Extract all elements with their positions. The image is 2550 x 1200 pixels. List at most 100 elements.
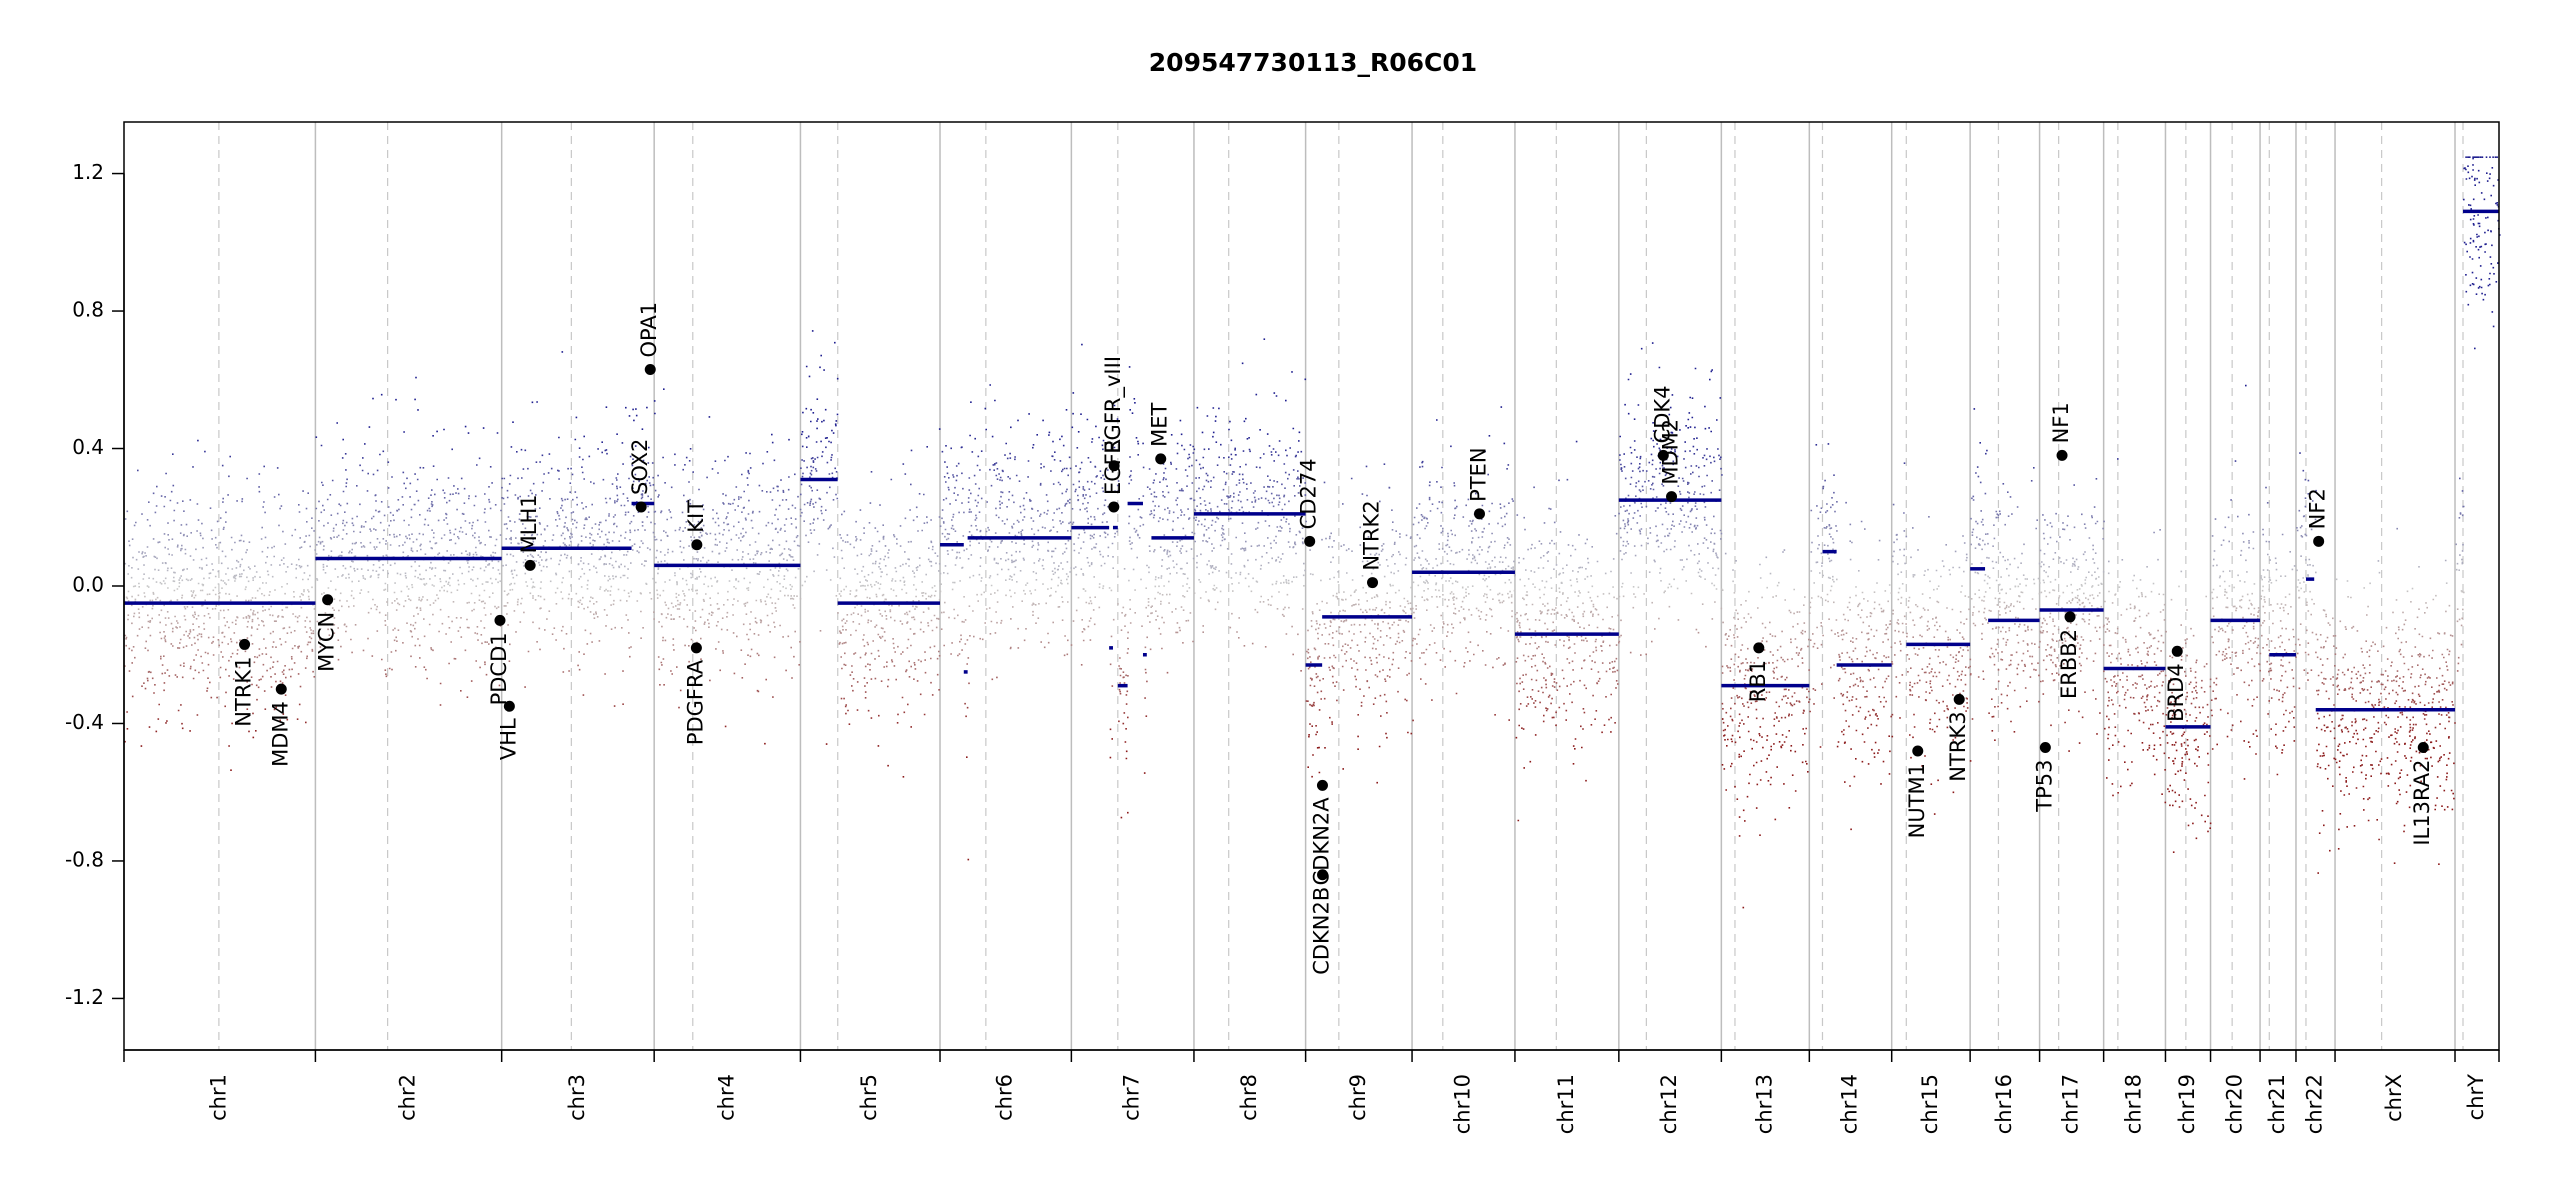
probe-points [179, 531, 2155, 535]
probe-points [246, 576, 2266, 579]
probe-points [256, 698, 2444, 701]
chromosome-label: chr13 [1752, 1074, 1776, 1134]
probe-points [181, 676, 2422, 679]
chromosome-label: chr14 [1838, 1074, 1862, 1134]
probe-points [305, 721, 2357, 724]
gene-point [1367, 577, 1379, 589]
probe-points [160, 582, 2256, 586]
probe-points [197, 439, 1666, 442]
probe-points [180, 574, 2309, 577]
probe-points [622, 463, 1674, 466]
probe-points [158, 541, 1895, 544]
probe-points [196, 503, 1828, 505]
probe-points [200, 635, 2424, 638]
chromosome-label: chr7 [1120, 1074, 1144, 1121]
probe-points [1313, 701, 2434, 704]
probe-points [346, 502, 1697, 505]
probe-points [143, 591, 2143, 594]
probe-points [252, 610, 2310, 612]
probe-points [180, 549, 2042, 552]
gene-point [2039, 742, 2051, 754]
probe-points [621, 442, 1981, 445]
probe-points [137, 568, 1514, 570]
chromosome-label: chr4 [714, 1074, 738, 1121]
chromosome-label: chr22 [2303, 1074, 2327, 1134]
probe-points [484, 663, 2271, 666]
chromosome-label: chr11 [1554, 1074, 1578, 1134]
gene-point [2056, 449, 2068, 461]
probe-points [439, 682, 2454, 685]
gene-label: BRD4 [2164, 663, 2188, 722]
probe-points [387, 461, 1712, 464]
probe-points [336, 156, 2501, 434]
gene-point [1304, 535, 1316, 547]
gene-label: MYCN [315, 612, 339, 672]
probe-points [189, 629, 2308, 632]
probe-points [228, 659, 2224, 662]
probe-points [126, 727, 2396, 731]
probe-points [224, 624, 2246, 627]
gene-label: KIT [684, 500, 708, 533]
probe-points [155, 730, 2411, 733]
probe-points [244, 650, 2451, 653]
probe-points [164, 495, 2012, 499]
probe-points [192, 465, 1979, 469]
data-points [124, 156, 2501, 909]
probe-points [131, 604, 2451, 607]
chromosome-separators [314, 122, 2456, 1050]
chromosome-label: chr21 [2265, 1074, 2289, 1134]
probe-points [1417, 584, 1420, 587]
probe-points [124, 664, 2448, 668]
probe-points [131, 662, 2460, 665]
probe-points [276, 660, 2095, 663]
probe-points [346, 478, 1167, 481]
probe-points [345, 484, 1706, 488]
probe-points [161, 561, 2278, 565]
probe-points [627, 511, 1250, 513]
probe-points [302, 489, 2464, 492]
probe-points [127, 614, 2368, 617]
probe-points [1752, 739, 2296, 742]
gene-point [1108, 460, 1120, 472]
chromosome-label: chr8 [1237, 1074, 1261, 1121]
probe-points [145, 640, 1768, 643]
probe-points [345, 468, 1623, 471]
probe-points [356, 515, 2306, 518]
probe-points [160, 495, 1975, 498]
probe-points [824, 437, 1698, 440]
probe-points [147, 620, 2459, 623]
probe-points [124, 740, 2455, 909]
gene-label: IL13RA2 [2410, 760, 2434, 846]
gene-point [1953, 693, 1965, 705]
probe-points [206, 689, 2440, 692]
probe-points [387, 487, 1391, 490]
probe-points [182, 646, 2417, 649]
probe-points [320, 444, 1271, 447]
probe-points [142, 578, 2338, 581]
probe-points [670, 516, 1998, 519]
probe-points [275, 706, 2447, 709]
probe-points [168, 553, 2461, 556]
chromosome-label: chr6 [993, 1074, 1017, 1121]
probe-points [1724, 728, 2365, 731]
probe-points [137, 469, 2305, 472]
gene-label: MET [1148, 402, 1172, 446]
probe-points [351, 560, 2110, 563]
probe-points [130, 576, 2304, 579]
probe-points [180, 523, 2086, 526]
probe-points [215, 543, 2223, 546]
probe-points [1111, 737, 2397, 740]
probe-points [501, 486, 2267, 489]
probe-points [203, 614, 2259, 617]
probe-points [202, 537, 2091, 540]
gene-point [494, 614, 506, 626]
probe-points [170, 643, 2029, 645]
probe-points [181, 726, 2447, 730]
probe-points [152, 492, 2310, 495]
chromosome-label: chr17 [2059, 1074, 2083, 1134]
probe-points [170, 490, 2317, 493]
probe-points [163, 655, 2413, 658]
probe-points [126, 597, 2214, 600]
probe-points [125, 637, 2432, 640]
probe-points [241, 497, 1715, 501]
